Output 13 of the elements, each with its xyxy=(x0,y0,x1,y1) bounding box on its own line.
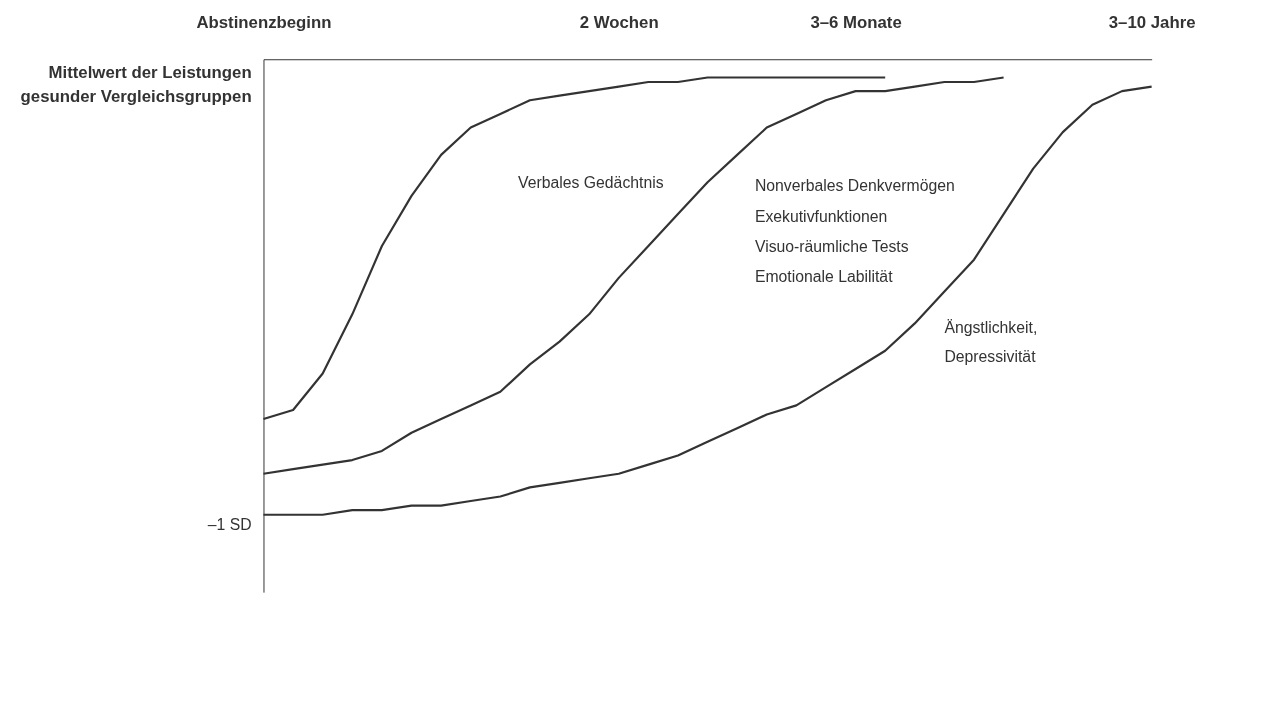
text: Mittelwert der Leistungen gesunder Vergleichsgruppen xyxy=(20,63,252,106)
annotation: Ängstlichkeit, xyxy=(944,318,1038,336)
annotation: Visuo-räumliche Tests xyxy=(754,237,909,255)
annotation: Emotionale Labilität xyxy=(754,268,894,286)
annotation: Verbales Gedächtnis xyxy=(518,173,664,191)
annotation: Exekutivfunktionen xyxy=(754,208,888,226)
text: –1 SD xyxy=(207,515,252,533)
annotation: Depressivität xyxy=(944,348,1037,366)
x-tick-label: 3–6 Monate xyxy=(810,13,902,33)
x-tick-label: 3–10 Jahre xyxy=(1108,13,1196,33)
x-tick-label: Abstinenzbeginn xyxy=(196,13,332,33)
annotation: Nonverbales Denkvermögen xyxy=(754,177,955,195)
x-tick-label: 2 Wochen xyxy=(579,13,659,33)
